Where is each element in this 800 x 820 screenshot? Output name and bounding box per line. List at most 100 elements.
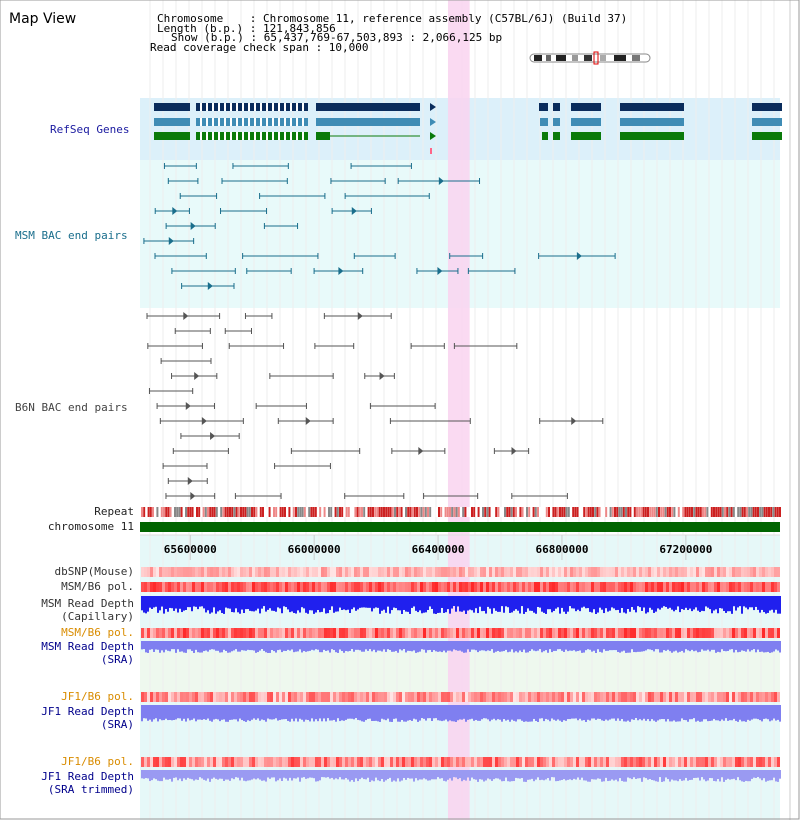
- repeat-element: [486, 507, 489, 517]
- jf1-sra-depth-bar: [185, 705, 187, 722]
- jf1-trimmed-depth-bar: [233, 770, 235, 780]
- polymorphism-heatmaps[interactable]: [141, 567, 780, 767]
- jf1-trimmed-depth-bar: [243, 770, 245, 781]
- jf1-sra-depth-bar: [711, 705, 713, 721]
- heatmap-cell: [546, 692, 549, 702]
- refseq-gene-models[interactable]: [154, 103, 782, 154]
- repeat-element: [748, 507, 751, 517]
- repeat-element: [625, 507, 627, 517]
- repeat-element: [556, 507, 559, 517]
- jf1-trimmed-depth-bar: [549, 770, 551, 781]
- msm-sra-depth-bar: [765, 641, 767, 653]
- jf1-sra-depth-bar: [247, 705, 249, 721]
- msm-sra-depth-bar: [461, 641, 463, 652]
- msm-sra-depth-bar: [319, 641, 321, 653]
- jf1-sra-depth-bar: [149, 705, 151, 720]
- heatmap-cell: [606, 692, 609, 702]
- msm-sra-depth-bar: [747, 641, 749, 650]
- gene-exon-gap: [254, 132, 256, 140]
- jf1-sra-depth-bar: [169, 705, 171, 720]
- msm-sra-depth-bar: [679, 641, 681, 652]
- jf1-trimmed-depth-bar: [267, 770, 269, 778]
- jf1-trimmed-depth-bar: [779, 770, 781, 779]
- repeat-element: [578, 507, 581, 517]
- b6n-marker: [183, 312, 189, 320]
- jf1-trimmed-depth-bar: [295, 770, 297, 779]
- heatmap-cell: [666, 757, 669, 767]
- heatmap-cell: [318, 757, 321, 767]
- heatmap-cell: [237, 582, 240, 592]
- jf1-sra-depth-bar: [273, 705, 275, 720]
- repeat-element: [607, 507, 610, 517]
- heatmap-cell: [729, 692, 732, 702]
- msm-bac-end-pairs[interactable]: [143, 163, 616, 290]
- jf1-trimmed-depth-bar: [373, 770, 375, 782]
- heatmap-cell: [486, 628, 489, 638]
- msm-sra-depth-bar: [575, 641, 577, 652]
- msm-capillary-depth-bar: [767, 596, 769, 613]
- heatmap-cell: [693, 582, 696, 592]
- heatmap-cell: [171, 692, 174, 702]
- jf1-sra-depth-bar: [685, 705, 687, 721]
- msm-capillary-depth-bar: [481, 596, 483, 612]
- heatmap-cell: [408, 692, 411, 702]
- jf1-trimmed-depth-bar: [161, 770, 163, 782]
- msm-capillary-depth-bar: [517, 596, 519, 611]
- heatmap-cell: [378, 757, 381, 767]
- msm-sra-depth-bar: [559, 641, 561, 650]
- msm-sra-depth-bar: [601, 641, 603, 653]
- jf1-trimmed-depth-bar: [513, 770, 515, 782]
- heatmap-cell: [624, 582, 627, 592]
- selected-region-highlight[interactable]: [447, 0, 470, 820]
- b6n-bac-label[interactable]: B6N BAC end pairs: [15, 401, 128, 414]
- heatmap-cell: [141, 628, 144, 638]
- repeat-element: [317, 507, 319, 517]
- heatmap-cell: [501, 757, 504, 767]
- jf1-trimmed-depth-bar: [227, 770, 229, 780]
- msm-sra-depth-bar: [141, 641, 143, 650]
- jf1-trimmed-depth-bar: [325, 770, 327, 778]
- read-depth-plots[interactable]: [141, 596, 781, 782]
- heatmap-cell: [390, 692, 393, 702]
- heatmap-cell: [408, 628, 411, 638]
- msm-sra-depth-bar: [445, 641, 447, 653]
- heatmap-cell: [576, 567, 579, 577]
- msm-sra-depth-bar: [233, 641, 235, 651]
- msm-capillary-depth-bar: [591, 596, 593, 613]
- heatmap-cell: [672, 757, 675, 767]
- chromosome-ideogram[interactable]: [529, 51, 651, 65]
- msm-bac-label[interactable]: MSM BAC end pairs: [15, 229, 128, 242]
- repeat-track[interactable]: [141, 507, 781, 517]
- heatmap-cell: [180, 582, 183, 592]
- ruler-tick-label: 67200000: [659, 543, 712, 556]
- jf1-trimmed-depth-bar: [197, 770, 199, 780]
- jf1-sra-depth-bar: [397, 705, 399, 722]
- refseq-label[interactable]: RefSeq Genes: [50, 123, 130, 136]
- heatmap-cell: [396, 757, 399, 767]
- jf1-trimmed-depth-bar: [619, 770, 621, 779]
- msm-sra-depth-bar: [293, 641, 295, 653]
- b6n-bac-end-pairs[interactable]: [146, 312, 604, 500]
- jf1-sra-depth-bar: [533, 705, 535, 719]
- heatmap-cell: [438, 567, 441, 577]
- heatmap-cell: [735, 628, 738, 638]
- heatmap-cell: [567, 567, 570, 577]
- heatmap-cell: [264, 692, 267, 702]
- repeat-element: [567, 507, 570, 517]
- heatmap-cell: [330, 567, 333, 577]
- jf1-trimmed-depth-bar: [729, 770, 731, 780]
- jf1-sra-depth-bar: [307, 705, 309, 720]
- msm-sra-depth-bar: [721, 641, 723, 650]
- jf1-sra-depth-bar: [249, 705, 251, 722]
- jf1-trimmed-depth-bar: [449, 770, 451, 779]
- heatmap-cell: [459, 567, 462, 577]
- heatmap-cell: [447, 692, 450, 702]
- chromosome-bar[interactable]: [140, 522, 780, 532]
- jf1-sra-depth-bar: [187, 705, 189, 719]
- heatmap-cell: [387, 692, 390, 702]
- heatmap-cell: [342, 582, 345, 592]
- heatmap-cell: [507, 692, 510, 702]
- msm-capillary-depth-bar: [779, 596, 781, 614]
- repeat-element: [435, 507, 438, 517]
- jf1-sra-depth-bar: [337, 705, 339, 719]
